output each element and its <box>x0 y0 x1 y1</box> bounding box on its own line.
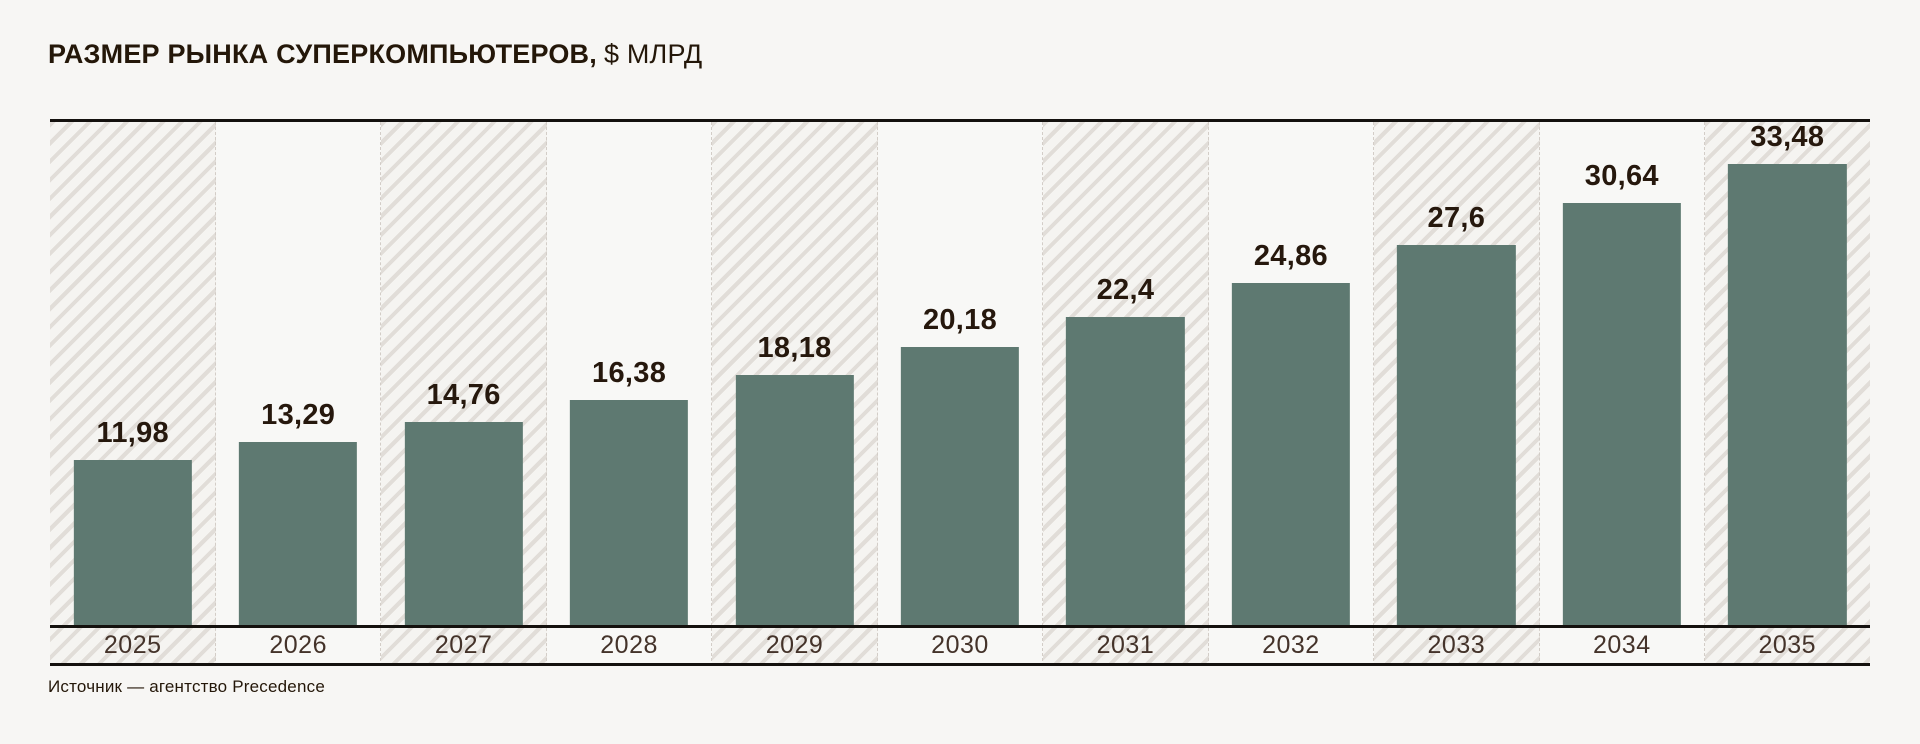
bar-cell-2028: 16,38 <box>546 119 711 625</box>
bar-value-label-2033: 27,6 <box>1427 202 1486 234</box>
x-axis-tick-label-2026: 2026 <box>269 631 327 659</box>
chart-title-unit: $ МЛРД <box>603 39 703 69</box>
bar-2035 <box>1728 164 1847 625</box>
bar-cell-2029: 18,18 <box>712 119 877 625</box>
bar-2026 <box>239 442 358 625</box>
bar-cell-2026: 13,29 <box>215 119 380 625</box>
bar-cell-2035: 33,48 <box>1705 119 1870 625</box>
bar-2028 <box>569 399 689 625</box>
x-axis-tick-label-2027: 2027 <box>434 631 493 659</box>
bar-2030 <box>900 347 1020 625</box>
bar-2034 <box>1562 203 1681 625</box>
chart-title: РАЗМЕР РЫНКА СУПЕРКОМПЬЮТЕРОВ, $ МЛРД <box>48 38 702 70</box>
bar-2031 <box>1066 316 1185 625</box>
bar-value-label-2030: 20,18 <box>922 304 998 337</box>
x-axis-tick-label-2025: 2025 <box>103 631 162 659</box>
bar-value-label-2027: 14,76 <box>426 378 501 411</box>
bar-2027 <box>404 421 523 625</box>
x-axis-labels: 2025 2026 2027 2028 2029 2030 2031 2032 2033 2034… <box>50 628 1870 663</box>
bar-value-label-2025: 11,98 <box>96 417 169 449</box>
bar-value-label-2034: 30,64 <box>1584 160 1659 193</box>
chart-top-rule <box>50 119 1870 122</box>
x-axis-tick-label-2031: 2031 <box>1096 631 1155 659</box>
x-axis-tick-label-2030: 2030 <box>931 631 989 659</box>
bar-value-label-2032: 24,86 <box>1253 239 1328 272</box>
chart-bottom-rule <box>50 663 1870 666</box>
bar-2029 <box>735 374 854 625</box>
bar-cell-2031: 22,4 <box>1043 119 1208 625</box>
bar-2033 <box>1397 245 1516 625</box>
x-axis-tick-label-2032: 2032 <box>1262 631 1320 659</box>
bar-cell-2034: 30,64 <box>1539 119 1704 625</box>
x-axis-tick-label-2029: 2029 <box>765 631 824 659</box>
chart-title-main: РАЗМЕР РЫНКА СУПЕРКОМПЬЮТЕРОВ, <box>48 39 597 69</box>
x-axis-tick-label-2033: 2033 <box>1427 631 1486 659</box>
bar-2025 <box>73 460 192 625</box>
bar-cell-2032: 24,86 <box>1208 119 1373 625</box>
bar-value-label-2029: 18,18 <box>757 331 832 364</box>
bar-value-label-2026: 13,29 <box>261 399 336 431</box>
bar-value-label-2035: 33,48 <box>1750 121 1825 153</box>
x-axis-tick-label-2035: 2035 <box>1758 631 1817 659</box>
bar-value-label-2031: 22,4 <box>1096 273 1155 306</box>
chart-baseline-rule <box>50 625 1870 628</box>
bar-value-label-2028: 16,38 <box>592 356 667 389</box>
source-note: Источник — агентство Precedence <box>48 677 325 696</box>
x-axis-tick-label-2028: 2028 <box>600 631 658 659</box>
x-axis-tick-label-2034: 2034 <box>1592 631 1651 659</box>
bar-cell-2033: 27,6 <box>1374 119 1539 625</box>
bar-cell-2030: 20,18 <box>877 119 1042 625</box>
bar-cell-2027: 14,76 <box>381 119 546 625</box>
bar-cell-2025: 11,98 <box>50 119 215 625</box>
bar-2032 <box>1231 282 1351 625</box>
bar-chart: 11,98 13,29 14,76 16,38 18,18 20,18 22,4 24,86 2… <box>50 119 1871 666</box>
bars-layer: 11,98 13,29 14,76 16,38 18,18 20,18 22,4 24,86 2… <box>50 119 1870 625</box>
